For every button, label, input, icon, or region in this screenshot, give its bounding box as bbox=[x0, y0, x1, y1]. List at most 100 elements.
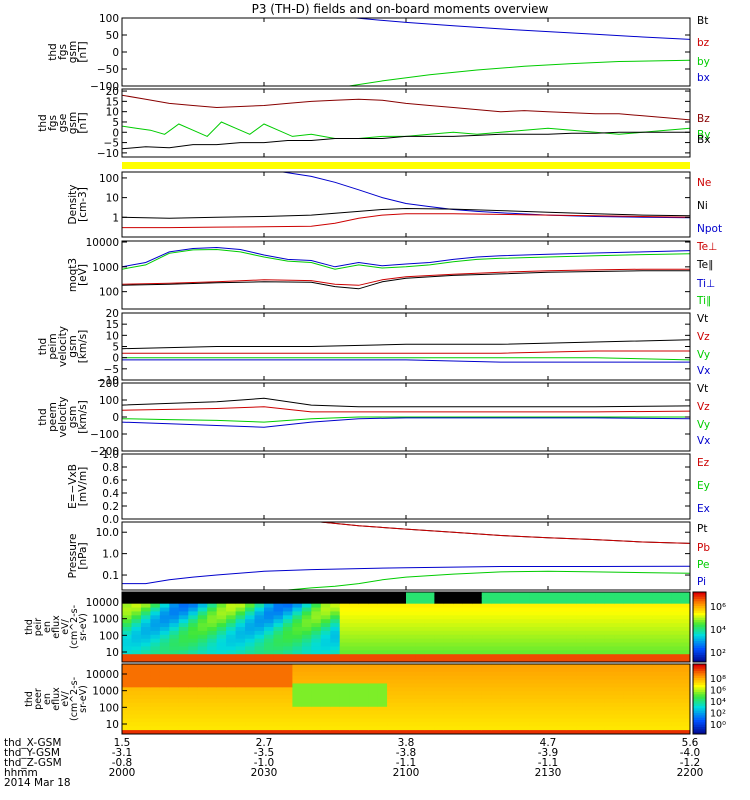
spectrogram-cell bbox=[282, 615, 293, 620]
spectrogram-cell bbox=[178, 664, 189, 669]
spectrogram-cell bbox=[500, 702, 511, 708]
spectrogram-cell bbox=[320, 726, 331, 731]
spectrogram-cell bbox=[235, 722, 246, 727]
spectrogram-cell bbox=[671, 603, 682, 609]
spectrogram-cell bbox=[150, 654, 161, 659]
panel-2-series bbox=[122, 94, 690, 150]
spectrogram-cell bbox=[368, 667, 379, 673]
spectrogram-cell bbox=[396, 603, 407, 609]
spectrogram-cell bbox=[349, 683, 360, 688]
spectrogram-cell bbox=[140, 706, 151, 712]
spectrogram-cell bbox=[424, 671, 435, 677]
spectrogram-cell bbox=[226, 718, 237, 723]
spectrogram-cell bbox=[434, 730, 445, 735]
series-Pb bbox=[320, 522, 690, 544]
spectrogram-cell bbox=[358, 627, 369, 632]
spectrogram-cell bbox=[491, 687, 502, 692]
spectrogram-cell bbox=[604, 603, 615, 609]
series-Vt bbox=[122, 397, 690, 408]
spectrogram-cell bbox=[301, 699, 312, 704]
flag-bar-rect bbox=[122, 162, 690, 169]
spectrogram-cell bbox=[680, 730, 691, 735]
spectrogram-cell bbox=[566, 664, 577, 669]
spectrogram-cell bbox=[264, 592, 274, 597]
spectrogram-cell bbox=[519, 664, 530, 669]
spectrogram-cell bbox=[538, 603, 549, 609]
spectrogram-cell bbox=[150, 634, 161, 640]
spectrogram-cell bbox=[264, 599, 274, 605]
spectrogram-cell bbox=[349, 687, 360, 692]
panel-frame bbox=[121, 17, 691, 87]
spectrogram-cell bbox=[349, 592, 360, 597]
spectrogram-cell bbox=[434, 642, 445, 647]
spectrogram-cell bbox=[406, 671, 416, 677]
spectrogram-cell bbox=[443, 687, 454, 692]
spectrogram-cell bbox=[415, 638, 426, 644]
spectrogram-cell bbox=[159, 615, 170, 620]
spectrogram-cell bbox=[500, 699, 511, 704]
spectrogram-cell bbox=[292, 667, 303, 673]
spectrogram-cell bbox=[604, 615, 615, 620]
spectrogram-cell bbox=[216, 595, 227, 601]
spectrogram-cell bbox=[131, 675, 142, 681]
spectrogram-cell bbox=[169, 615, 180, 620]
spectrogram-cell bbox=[226, 650, 237, 655]
spectrogram-cell bbox=[339, 658, 350, 663]
spectrogram-cell bbox=[566, 595, 577, 601]
panel-3-series bbox=[122, 172, 690, 229]
spectrogram-cell bbox=[623, 642, 634, 647]
spectrogram-cell bbox=[292, 615, 303, 620]
spectrogram-cell bbox=[396, 646, 407, 651]
spectrogram-cell bbox=[254, 646, 265, 651]
spectrogram-cell bbox=[387, 646, 398, 651]
spectrogram-cell bbox=[377, 623, 388, 628]
spectrogram-cell bbox=[330, 627, 341, 632]
spectrogram-cell bbox=[396, 607, 407, 612]
y-tick-label: 1.0 bbox=[102, 449, 119, 461]
spectrogram-cell bbox=[264, 675, 274, 681]
spectrogram-cell bbox=[491, 603, 502, 609]
spectrogram-cell bbox=[424, 691, 435, 696]
legend-bx: bx bbox=[697, 72, 710, 84]
panel-8-series bbox=[122, 522, 690, 590]
spectrogram-cell bbox=[320, 642, 331, 647]
spectrogram-cell bbox=[633, 730, 644, 735]
spectrogram-cell bbox=[424, 683, 435, 688]
spectrogram-cell bbox=[415, 634, 426, 640]
spectrogram-cell bbox=[122, 607, 132, 612]
spectrogram-cell bbox=[424, 710, 435, 716]
spectrogram-cell bbox=[264, 595, 274, 601]
spectrogram-cell bbox=[604, 730, 615, 735]
spectrogram-cell bbox=[207, 642, 218, 647]
spectrogram-cell bbox=[311, 722, 322, 727]
spectrogram-cell bbox=[585, 718, 596, 723]
spectrogram-cell bbox=[330, 695, 341, 700]
spectrogram-cell bbox=[642, 671, 653, 677]
spectrogram-cell bbox=[510, 654, 521, 659]
spectrogram-cell bbox=[642, 650, 653, 655]
spectrogram-cell bbox=[178, 671, 189, 677]
spectrogram-cell bbox=[188, 603, 199, 609]
spectrogram-cell bbox=[585, 683, 596, 688]
y-axis-label: E=−VxB bbox=[67, 464, 79, 509]
spectrogram-cell bbox=[254, 634, 265, 640]
spectrogram-cell bbox=[330, 691, 341, 696]
spectrogram-cell bbox=[548, 687, 558, 692]
spectrogram-cell bbox=[548, 706, 558, 712]
spectrogram-cell bbox=[396, 634, 407, 640]
spectrogram-cell bbox=[292, 706, 303, 712]
spectrogram-cell bbox=[207, 718, 218, 723]
spectrogram-cell bbox=[245, 679, 256, 684]
spectrogram-cell bbox=[434, 658, 445, 663]
spectrogram-cell bbox=[207, 664, 218, 669]
spectrogram-cell bbox=[633, 592, 644, 597]
spectrogram-cell bbox=[576, 630, 587, 636]
spectrogram-cell bbox=[245, 722, 256, 727]
spectrogram-cell bbox=[557, 702, 568, 708]
spectrogram-cell bbox=[122, 646, 132, 651]
spectrogram-cell bbox=[671, 607, 682, 612]
spectrogram-cell bbox=[661, 607, 672, 612]
spectrogram-cell bbox=[671, 646, 682, 651]
spectrogram-cell bbox=[623, 630, 634, 636]
spectrogram-cell bbox=[510, 667, 521, 673]
